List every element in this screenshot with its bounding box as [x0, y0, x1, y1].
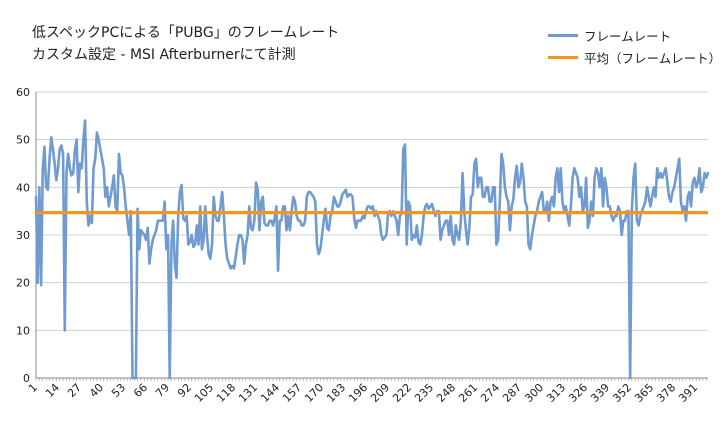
x-tick-label: 170 [302, 381, 326, 405]
legend-swatch-average [548, 55, 578, 59]
x-tick-label: 209 [368, 381, 392, 405]
x-tick-label: 274 [478, 381, 502, 405]
x-tick-label: 66 [131, 381, 150, 400]
legend-item-average: 平均（フレームレート） [548, 46, 721, 68]
y-tick-label: 0 [23, 372, 30, 385]
x-tick-label: 183 [324, 381, 348, 405]
legend-label-average: 平均（フレームレート） [584, 50, 722, 66]
y-tick-label: 60 [16, 86, 30, 99]
x-tick-label: 391 [676, 381, 700, 405]
x-tick-label: 378 [654, 381, 678, 405]
y-tick-label: 50 [16, 134, 30, 147]
x-tick-label: 1 [26, 381, 40, 395]
x-tick-label: 79 [153, 381, 172, 400]
x-tick-label: 287 [500, 381, 524, 405]
y-tick-label: 20 [16, 277, 30, 290]
x-tick-label: 14 [43, 381, 62, 400]
chart-title-line-1: 低スペックPCによる「PUBG」のフレームレート [32, 25, 340, 41]
x-tick-label: 40 [87, 381, 106, 400]
y-tick-label: 40 [16, 181, 30, 194]
x-tick-label: 300 [522, 381, 546, 405]
x-tick-label: 157 [280, 381, 304, 405]
x-tick-label: 248 [434, 381, 458, 405]
legend-label-framerate: フレームレート [584, 28, 672, 44]
x-tick-label: 144 [258, 381, 282, 405]
chart-title-line-2: カスタム設定 - MSI Afterburnerにて計測 [32, 47, 296, 63]
x-tick-label: 313 [544, 381, 568, 405]
x-tick-label: 339 [588, 381, 612, 405]
x-tick-label: 92 [175, 381, 194, 400]
x-tick-label: 196 [346, 381, 370, 405]
x-tick-label: 27 [65, 381, 84, 400]
legend-item-framerate: フレームレート [548, 24, 721, 46]
y-tick-label: 10 [16, 324, 30, 337]
series-line-framerate [34, 119, 710, 380]
y-tick-label: 30 [16, 229, 30, 242]
x-tick-label: 352 [610, 381, 634, 405]
x-tick-label: 222 [390, 381, 414, 405]
legend-swatch-framerate [548, 33, 578, 37]
chart-legend: フレームレート 平均（フレームレート） [548, 24, 721, 68]
x-tick-label: 235 [412, 381, 436, 405]
x-tick-label: 326 [566, 381, 590, 405]
x-tick-label: 365 [632, 381, 656, 405]
x-tick-label: 261 [456, 381, 480, 405]
x-tick-label: 53 [109, 381, 128, 400]
chart-title: 低スペックPCによる「PUBG」のフレームレート カスタム設定 - MSI Af… [32, 22, 339, 66]
x-tick-label: 105 [192, 381, 216, 405]
x-tick-label: 131 [236, 381, 260, 405]
x-tick-label: 118 [214, 381, 238, 405]
